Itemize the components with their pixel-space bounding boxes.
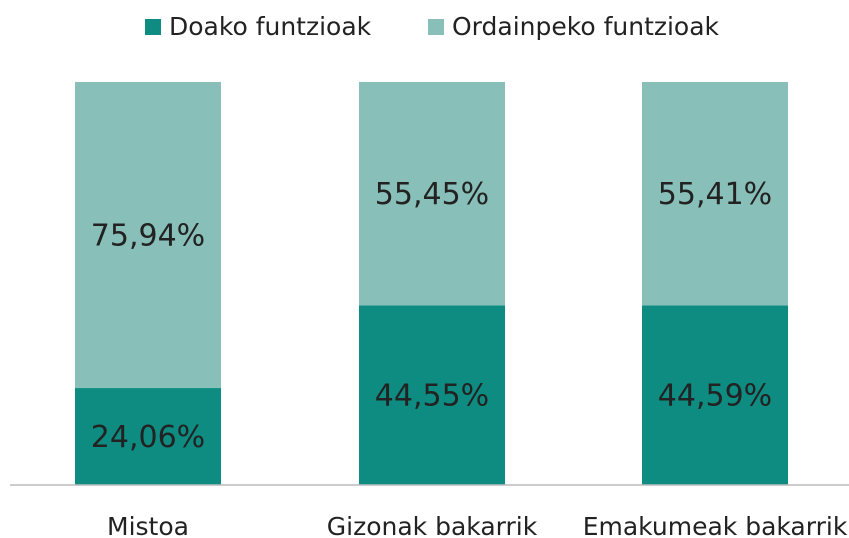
bar-segment: [359, 305, 505, 485]
value-label: 55,45%: [375, 177, 489, 212]
legend-swatch: [145, 19, 161, 35]
value-label: 44,59%: [658, 379, 772, 414]
x-tick-label: Emakumeak bakarrik: [583, 512, 848, 538]
value-label: 75,94%: [91, 219, 205, 254]
legend-label: Ordainpeko funtzioak: [452, 12, 720, 41]
bar-segment: [75, 82, 221, 389]
x-tick-label: Mistoa: [107, 512, 189, 538]
bar-segment: [642, 305, 788, 485]
value-label: 44,55%: [375, 379, 489, 414]
bar-segment: [75, 388, 221, 485]
legend-label: Doako funtzioak: [169, 12, 372, 41]
legend-swatch: [428, 19, 444, 35]
value-label: 24,06%: [91, 420, 205, 455]
value-label: 55,41%: [658, 177, 772, 212]
bar-segment: [359, 82, 505, 306]
x-tick-label: Gizonak bakarrik: [327, 512, 538, 538]
bar-segment: [642, 82, 788, 306]
